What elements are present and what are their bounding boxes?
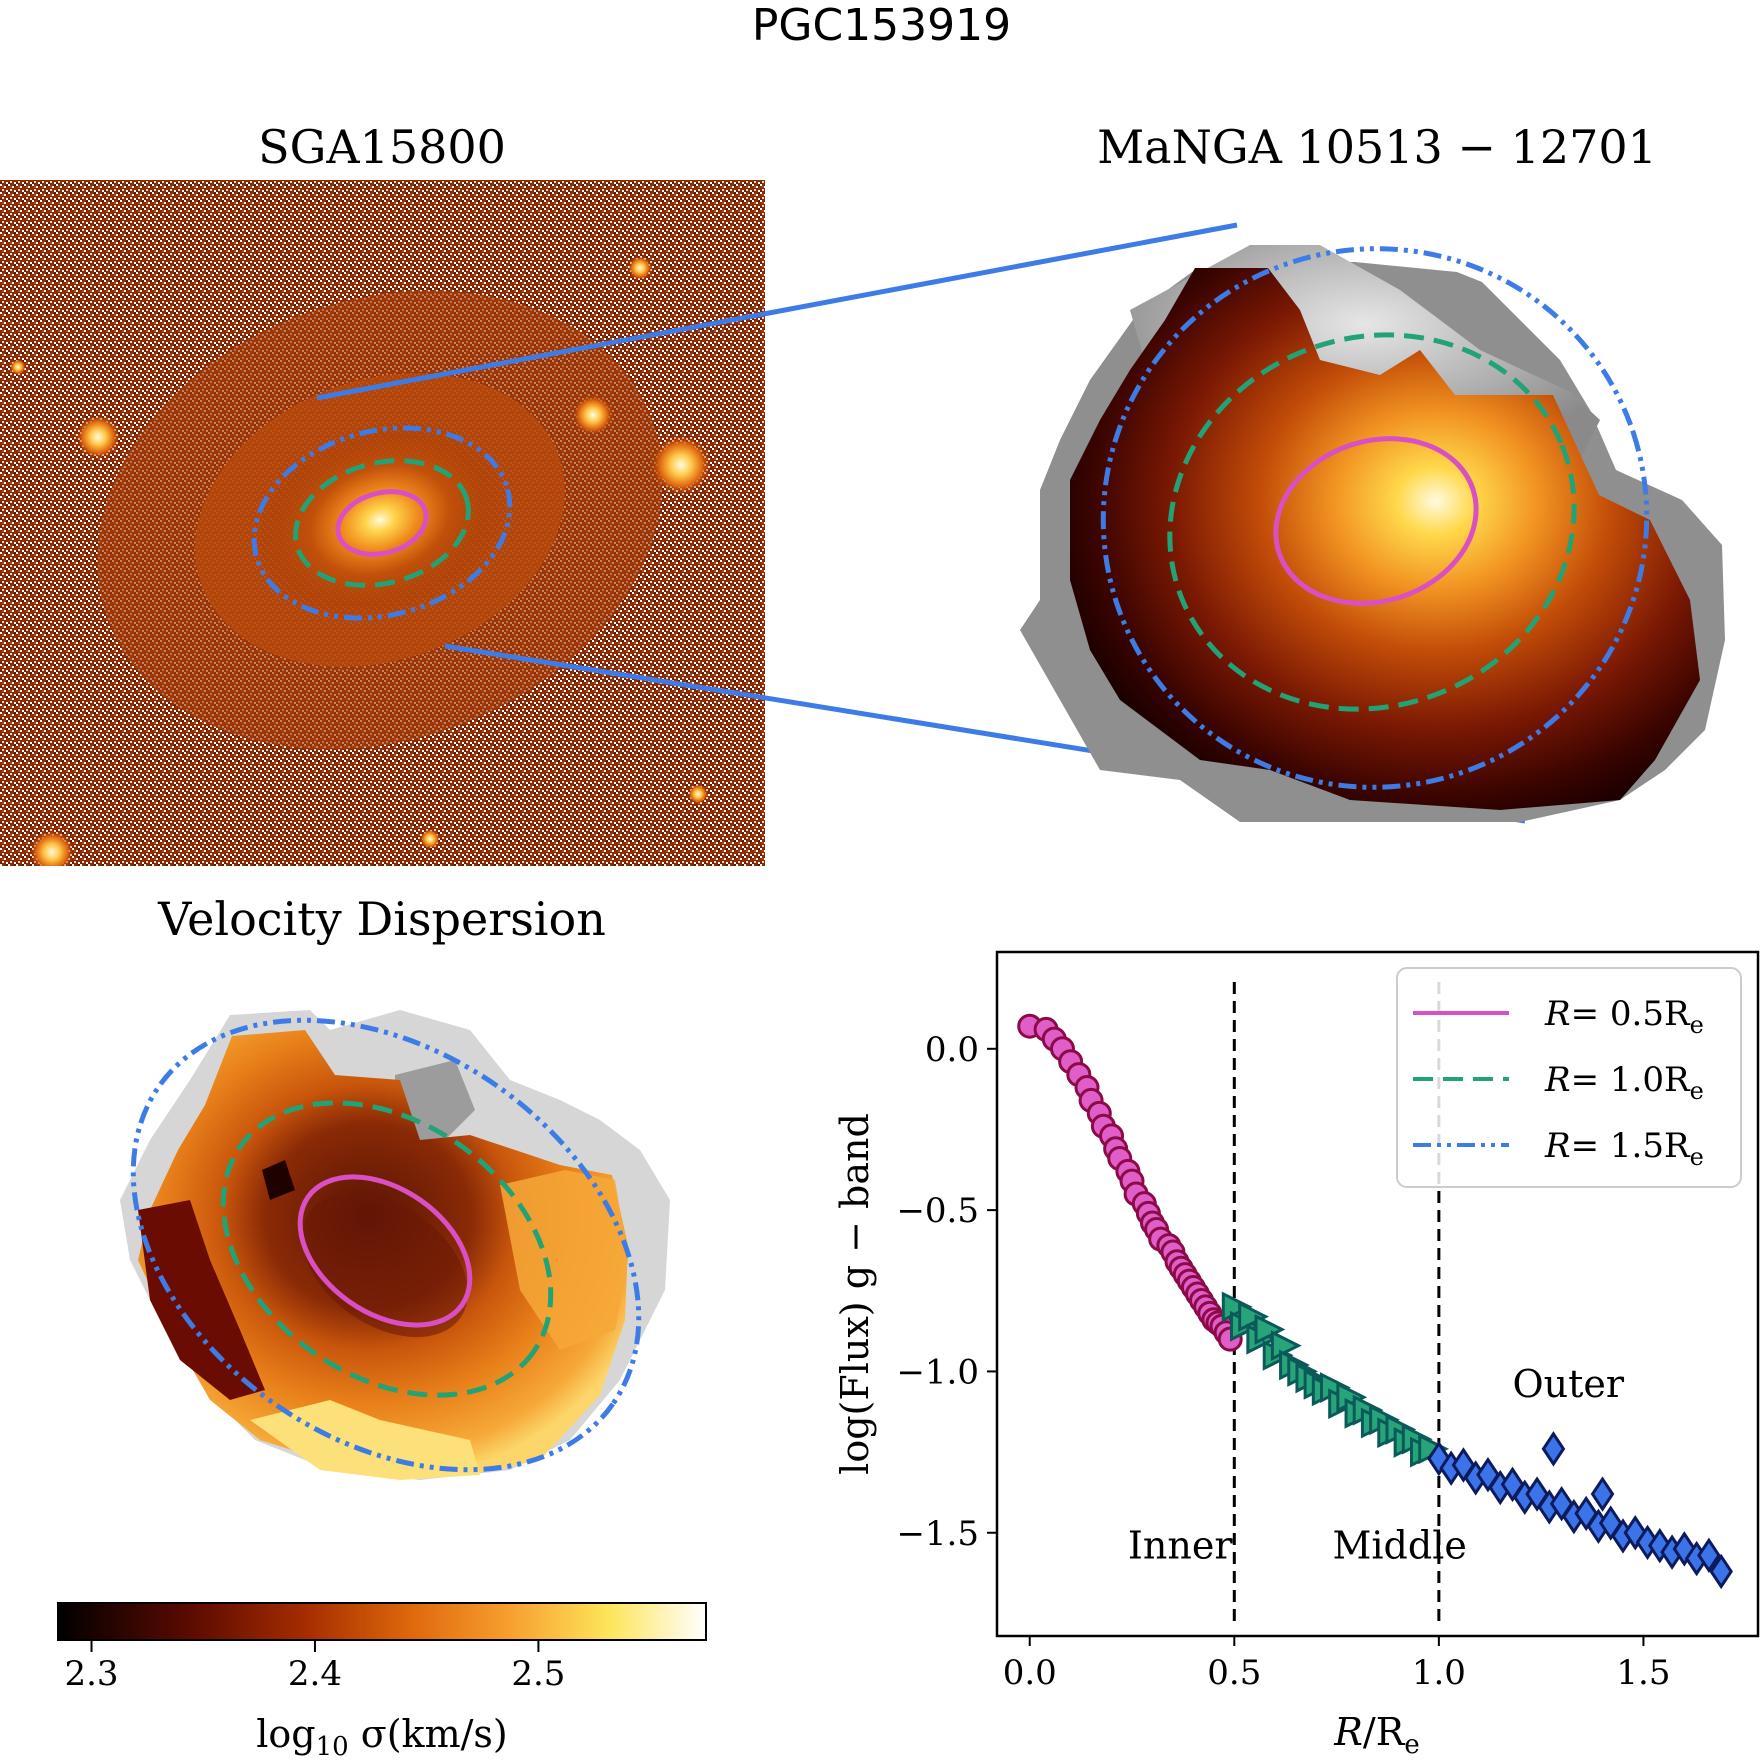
colorbar-ticks: 2.3 2.4 2.5 — [64, 1640, 565, 1694]
vd-panel-title: Velocity Dispersion — [157, 892, 606, 946]
y-tick-label: −1.5 — [896, 1514, 979, 1554]
manga-panel-title: MaNGA 10513 − 12701 — [1097, 120, 1657, 174]
data-point-outer — [1541, 1431, 1566, 1467]
x-tick-label: 1.0 — [1412, 1653, 1466, 1693]
region-label-outer: Outer — [1513, 1362, 1625, 1406]
x-axis-label-sub: e — [1404, 1730, 1419, 1760]
x-axis-label-r: R — [1333, 1710, 1363, 1754]
chart-region-labels: Inner Middle Outer — [1128, 1362, 1625, 1567]
star-marker — [573, 395, 613, 435]
colorbar-label: log10 σ(km/s) — [256, 1712, 508, 1762]
vd-aperture-1.5re — [130, 1017, 642, 1473]
data-point-outer — [1697, 1537, 1721, 1574]
colorbar-label-pre: log — [256, 1712, 315, 1756]
vd-aperture-0.5re — [297, 1174, 473, 1328]
star-marker — [10, 359, 26, 375]
manga-aperture-1.5re — [1100, 246, 1650, 790]
y-axis-label: log(Flux) g − band — [833, 1113, 877, 1475]
sga-image — [0, 180, 765, 866]
vd-map — [120, 1010, 670, 1480]
x-tick-label: 0.5 — [1207, 1653, 1261, 1693]
legend-label: R= 1.5Re — [1544, 1126, 1704, 1171]
sga-aperture-0.5re — [335, 489, 429, 557]
colorbar-label-post: σ(km/s) — [349, 1712, 508, 1756]
data-point-middle — [1221, 1291, 1253, 1323]
star-marker — [628, 256, 652, 280]
star-marker — [651, 435, 711, 495]
y-tick-label: 0.0 — [925, 1030, 979, 1070]
chart-marks — [1017, 1013, 1733, 1590]
star-marker — [30, 830, 74, 866]
zoom-connector-top — [316, 222, 1238, 401]
y-tick-label: −1.0 — [896, 1352, 979, 1392]
colorbar-label-sub: 10 — [316, 1732, 349, 1762]
legend-label: R= 1.0Re — [1544, 1060, 1704, 1105]
colorbar-tick-label: 2.4 — [288, 1654, 342, 1694]
legend-box — [1396, 967, 1742, 1188]
colorbar-tick-label: 2.3 — [64, 1654, 118, 1694]
region-label-inner: Inner — [1128, 1524, 1233, 1568]
colorbar: 2.3 2.4 2.5 log10 σ(km/s) — [57, 1602, 707, 1762]
x-tick-label: 1.5 — [1616, 1653, 1670, 1693]
data-point-outer — [1590, 1476, 1615, 1512]
sga-panel-title: SGA15800 — [258, 120, 506, 174]
data-point-middle — [1254, 1314, 1286, 1345]
manga-aperture-0.5re — [1273, 436, 1479, 606]
star-marker — [76, 415, 120, 459]
chart-legend: R= 0.5Re R= 1.0Re R= 1.5Re — [1396, 967, 1742, 1188]
sga-aperture-1.0re — [293, 458, 471, 588]
data-point-middle — [1238, 1301, 1270, 1333]
star-marker — [688, 784, 708, 804]
region-label-middle: Middle — [1332, 1524, 1466, 1568]
manga-aperture-1.0re — [1167, 332, 1577, 712]
figure-title: PGC153919 — [751, 0, 1012, 51]
flux-profile-chart: 0.0 0.5 1.0 1.5 0.0 −0.5 −1.0 −1.5 Inner Middle O… — [833, 950, 1760, 1760]
x-axis-label-slash: /R — [1363, 1710, 1406, 1754]
y-tick-label: −0.5 — [896, 1191, 979, 1231]
data-point-middle — [1270, 1330, 1302, 1362]
star-marker — [420, 829, 440, 849]
legend-label: R= 0.5Re — [1544, 994, 1704, 1039]
sga-aperture-1.5re — [251, 425, 513, 621]
manga-image — [1020, 245, 1725, 822]
x-axis-label: R/Re — [1333, 1710, 1419, 1760]
colorbar-tick-label: 2.5 — [511, 1654, 565, 1694]
data-point-outer — [1709, 1553, 1733, 1590]
vd-aperture-1.0re — [220, 1100, 554, 1398]
x-tick-label: 0.0 — [1003, 1653, 1057, 1693]
